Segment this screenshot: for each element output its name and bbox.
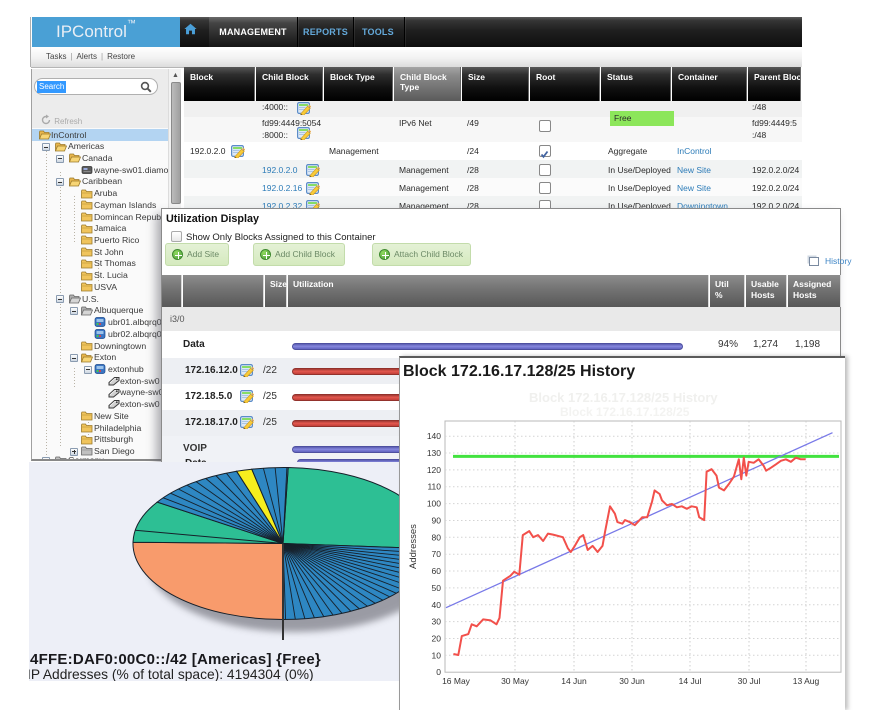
svg-text:10: 10	[432, 650, 442, 660]
svg-text:60: 60	[432, 566, 442, 576]
svg-text:14 Jul: 14 Jul	[679, 676, 702, 686]
svg-text:30: 30	[432, 617, 442, 627]
svg-text:40: 40	[432, 600, 442, 610]
svg-text:30 Jun: 30 Jun	[619, 676, 645, 686]
svg-text:16 May: 16 May	[442, 676, 471, 686]
svg-text:90: 90	[432, 516, 442, 526]
svg-text:140: 140	[427, 431, 441, 441]
svg-text:110: 110	[427, 482, 441, 492]
svg-text:0: 0	[436, 667, 441, 677]
svg-text:50: 50	[432, 583, 442, 593]
svg-text:30 May: 30 May	[501, 676, 530, 686]
svg-text:13 Aug: 13 Aug	[793, 676, 820, 686]
svg-text:100: 100	[427, 499, 441, 509]
svg-text:20: 20	[432, 634, 442, 644]
svg-text:70: 70	[432, 549, 442, 559]
svg-text:14 Jun: 14 Jun	[561, 676, 587, 686]
svg-text:80: 80	[432, 532, 442, 542]
svg-text:30 Jul: 30 Jul	[738, 676, 761, 686]
svg-text:130: 130	[427, 448, 441, 458]
svg-text:120: 120	[427, 465, 441, 475]
